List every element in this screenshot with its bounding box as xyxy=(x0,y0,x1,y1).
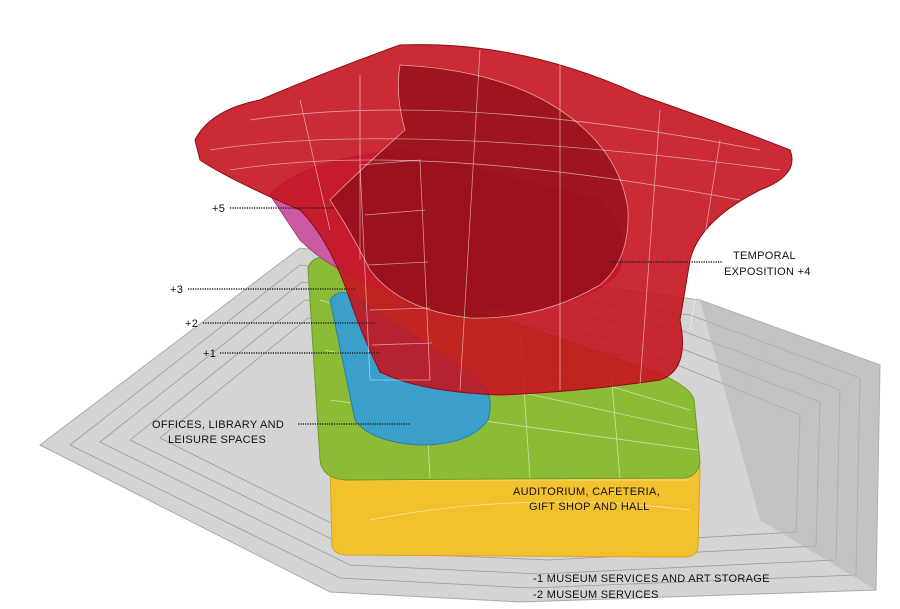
label: +5 xyxy=(212,203,225,215)
label: GIFT SHOP AND HALL xyxy=(529,501,650,513)
label: OFFICES, LIBRARY AND xyxy=(152,419,284,431)
label: +1 xyxy=(203,348,216,360)
stair-core xyxy=(359,159,433,381)
leaders xyxy=(188,207,722,425)
label: +3 xyxy=(170,284,183,296)
label: AUDITORIUM, CAFETERIA, xyxy=(513,486,660,498)
label: -1 MUSEUM SERVICES AND ART STORAGE xyxy=(533,573,770,585)
atrium xyxy=(329,64,629,319)
label: -2 MUSEUM SERVICES xyxy=(533,589,659,601)
base-side xyxy=(700,300,880,590)
label: EXPOSITION +4 xyxy=(724,266,811,278)
label: LEISURE SPACES xyxy=(168,434,266,446)
label: +2 xyxy=(185,318,198,330)
building xyxy=(39,44,881,603)
labels: +5 TEMPORAL EXPOSITION +4 +3 +2 +1 OFFIC… xyxy=(152,203,811,601)
label: TEMPORAL xyxy=(733,250,796,262)
